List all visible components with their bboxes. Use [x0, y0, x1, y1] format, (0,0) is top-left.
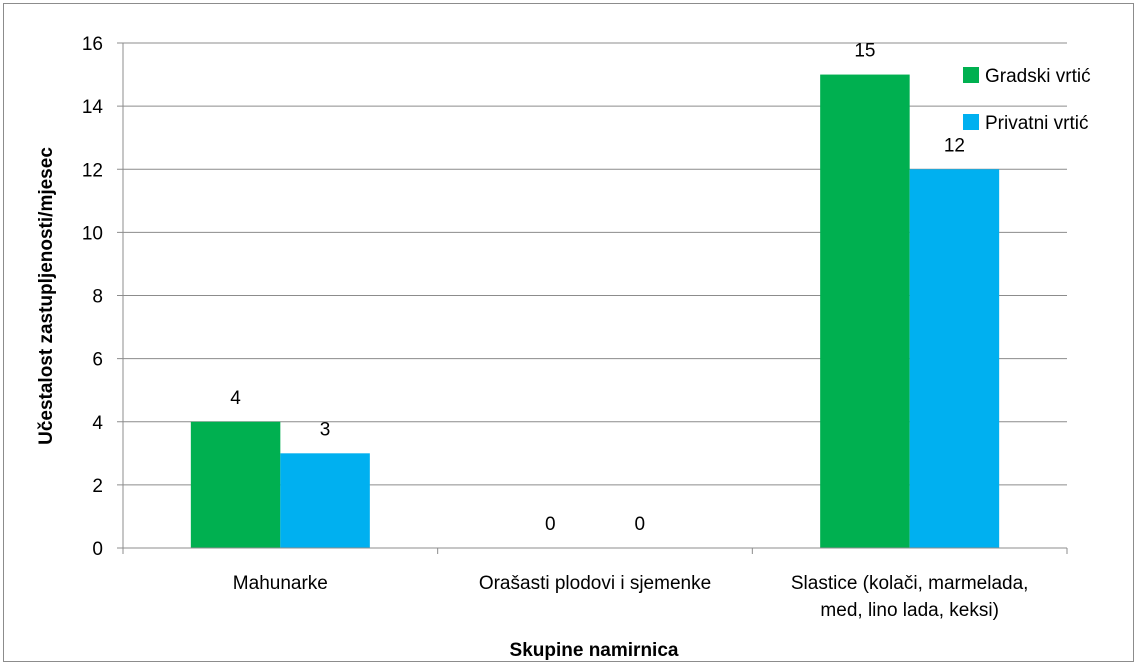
y-tick-label: 0	[92, 539, 103, 560]
bar	[909, 169, 1000, 548]
data-label: 12	[944, 135, 965, 156]
y-tick-label: 6	[92, 350, 103, 371]
x-tick-label: Orašasti plodovi i sjemenke	[479, 573, 711, 594]
y-tick-label: 10	[82, 223, 103, 244]
bar	[190, 421, 281, 548]
bar	[820, 74, 910, 548]
x-tick-label: Slastice (kolači, marmelada,	[791, 573, 1029, 594]
y-tick-label: 12	[82, 160, 103, 181]
y-tick-label: 4	[92, 413, 103, 434]
bars	[190, 74, 1000, 548]
data-label: 3	[320, 419, 331, 440]
y-tick-label: 8	[92, 287, 103, 308]
data-label: 0	[634, 514, 645, 535]
y-tick-label: 14	[82, 97, 104, 118]
legend-swatch	[963, 67, 979, 83]
x-axis-title: Skupine namirnica	[510, 640, 679, 661]
x-tick-label: med, lino lada, keksi)	[820, 600, 998, 621]
legend-swatch	[963, 114, 979, 130]
legend: Gradski vrtić Privatni vrtić	[963, 66, 1091, 134]
legend-label: Gradski vrtić	[985, 66, 1091, 87]
y-axis-title: Učestalost zastupljenosti/mjesec	[36, 147, 57, 445]
labels: 0 2 4 6 8 10 12 14 16 4 3 Mahunarke 0 0 Orašasti plodo…	[82, 34, 1029, 621]
y-tick-label: 2	[92, 476, 103, 497]
data-label: 15	[854, 41, 875, 62]
x-tick-label: Mahunarke	[233, 573, 328, 594]
data-label: 4	[230, 388, 241, 409]
data-label: 0	[545, 514, 556, 535]
y-tick-label: 16	[82, 34, 103, 55]
bar	[280, 453, 370, 548]
axes	[117, 42, 1068, 554]
legend-label: Privatni vrtić	[985, 113, 1088, 134]
